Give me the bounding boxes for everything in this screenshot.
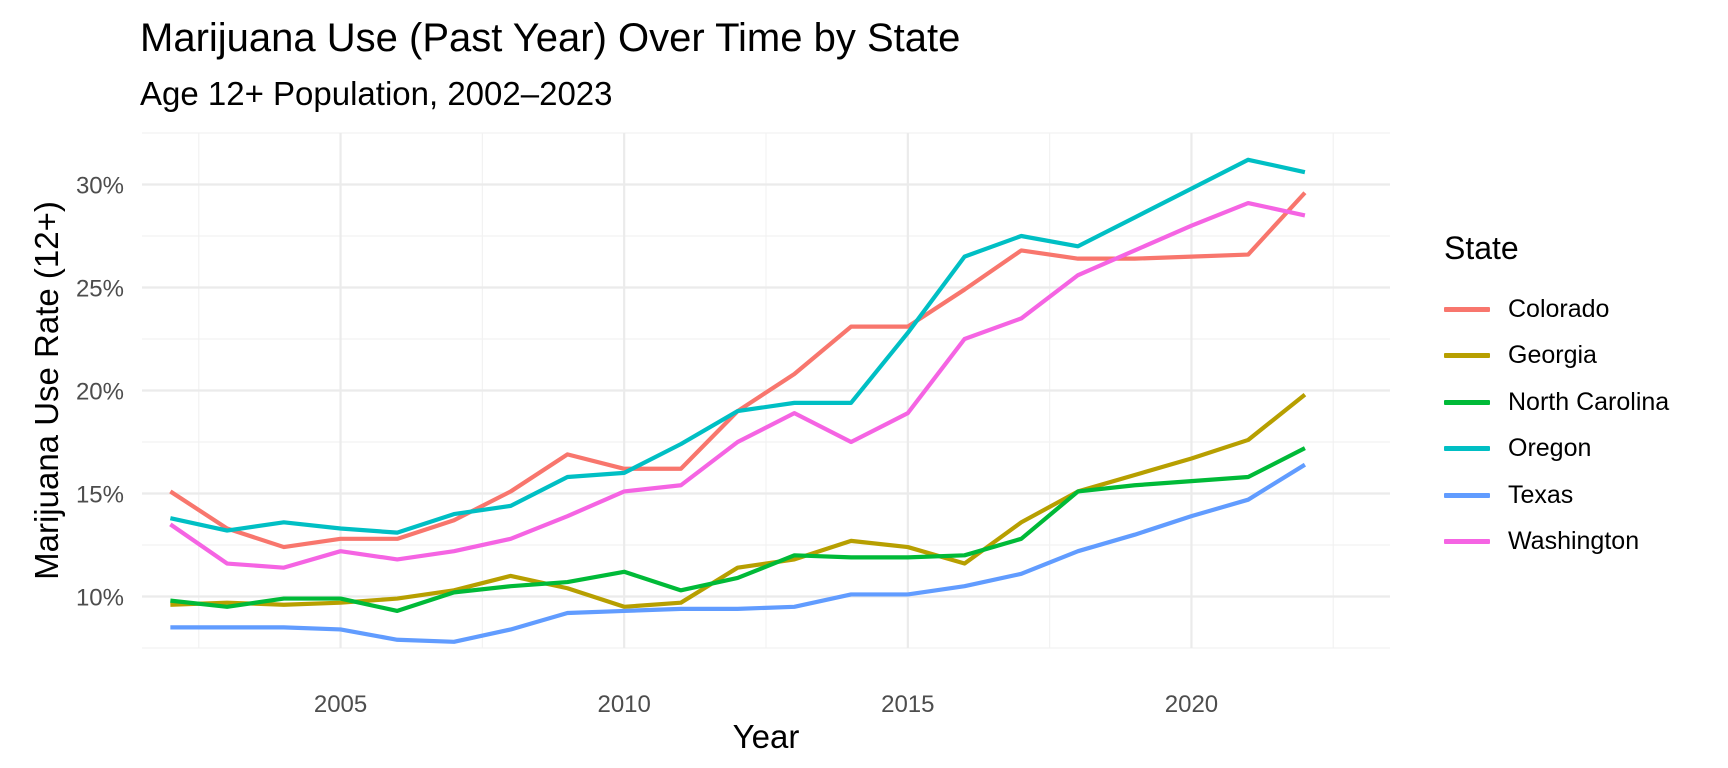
series-lines <box>169 157 1307 644</box>
y-tick-label: 15% <box>76 482 124 509</box>
legend-swatch <box>1444 353 1490 359</box>
series-line-oregon <box>169 157 1306 535</box>
y-tick-label: 25% <box>76 276 124 303</box>
series-line-texas <box>170 462 1307 644</box>
legend-item: Washington <box>1444 519 1669 566</box>
y-tick-label: 20% <box>76 379 124 406</box>
legend: State Colorado Georgia North Carolina Orego… <box>1444 228 1669 565</box>
legend-item: Georgia <box>1444 333 1669 380</box>
y-tick-label: 10% <box>76 585 124 612</box>
y-axis-title: Marijuana Use Rate (12+) <box>28 201 65 580</box>
legend-item: Oregon <box>1444 426 1669 473</box>
x-tick-label: 2015 <box>881 691 934 718</box>
chart-title: Marijuana Use (Past Year) Over Time by S… <box>140 16 961 60</box>
legend-label: North Carolina <box>1508 387 1670 416</box>
minor-gridlines <box>142 132 1390 649</box>
legend-items: Colorado Georgia North Carolina Oregon Texas… <box>1444 286 1669 565</box>
x-tick-label: 2005 <box>314 691 367 718</box>
legend-item: North Carolina <box>1444 379 1669 426</box>
legend-swatch <box>1444 399 1490 405</box>
legend-swatch <box>1444 492 1490 498</box>
y-tick-label: 30% <box>76 173 124 200</box>
legend-item: Texas <box>1444 472 1669 519</box>
legend-label: Georgia <box>1508 341 1597 370</box>
x-tick-label: 2020 <box>1165 691 1218 718</box>
series-line-washington <box>169 200 1306 570</box>
legend-swatch <box>1444 539 1490 545</box>
major-gridlines <box>142 133 1390 648</box>
legend-title: State <box>1444 230 1519 266</box>
legend-label: Oregon <box>1508 434 1592 463</box>
series-line-north-carolina <box>170 446 1306 614</box>
legend-label: Texas <box>1508 480 1574 509</box>
x-axis-title: Year <box>733 718 800 755</box>
legend-swatch <box>1444 306 1490 312</box>
tick-labels: 2005 2010 2015 2020 10% 15% 20% 25% 30% <box>76 173 1218 719</box>
chart-subtitle: Age 12+ Population, 2002–2023 <box>140 75 613 112</box>
legend-label: Washington <box>1508 527 1640 556</box>
legend-item: Colorado <box>1444 286 1669 333</box>
x-tick-label: 2010 <box>597 691 650 718</box>
legend-swatch <box>1444 446 1490 452</box>
legend-label: Colorado <box>1508 294 1610 323</box>
